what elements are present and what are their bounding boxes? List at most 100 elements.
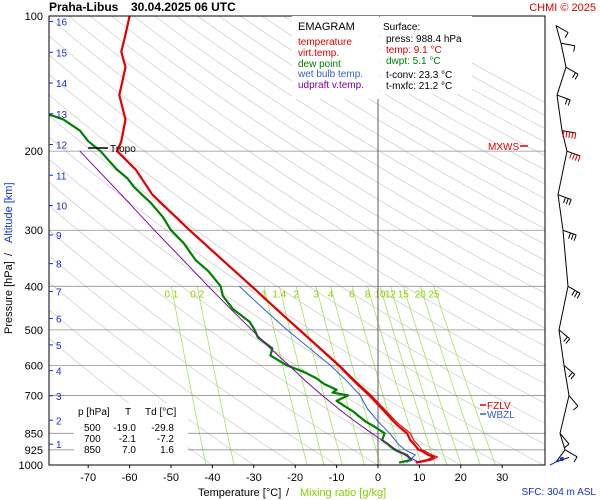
wind-barb-feather — [565, 198, 569, 205]
wind-profile-segment — [559, 433, 566, 450]
wind-profile-segment — [555, 449, 566, 463]
temperature-tick-label: 30 — [496, 472, 508, 484]
series-layer — [49, 16, 439, 464]
ylabel-sep: / — [3, 252, 15, 256]
wind-barb-feather — [573, 405, 579, 411]
wind-barb-feather — [565, 131, 568, 138]
altitude-tick-label: 9 — [56, 231, 62, 242]
wind-barb-feather — [572, 72, 576, 79]
wind-barb-staff — [559, 432, 570, 445]
wind-barb-feather — [568, 232, 571, 239]
dry-adiabat-line — [49, 35, 545, 366]
pressure-tick-label: 400 — [25, 281, 43, 293]
table-row-500-p: 500 — [84, 423, 101, 434]
altitude-tick-label: 14 — [56, 79, 68, 90]
surface-tmxfc: t-mxfc: 21.2 °C — [386, 81, 452, 92]
table-row-500-td: -29.8 — [151, 423, 174, 434]
table-row-700-p: 700 — [84, 434, 101, 445]
legend-temperature: temperature — [298, 37, 352, 48]
mixing-ratio-label: 20 — [415, 289, 427, 300]
surface-temp: temp: 9.1 °C — [386, 45, 442, 56]
surface-box — [380, 16, 472, 94]
legend-updraft: udpraft v.temp. — [298, 80, 364, 91]
temperature-tick-label: 10 — [413, 472, 425, 484]
wind-profile-segment — [555, 25, 562, 44]
pressure-tick-label: 925 — [25, 445, 43, 457]
wind-profile-segment — [559, 395, 570, 434]
wind-barb-staff — [557, 194, 572, 200]
dry-adiabat-line — [240, 16, 545, 199]
wind-barb-staff — [562, 229, 577, 236]
dry-adiabat-line — [49, 16, 545, 347]
mixing-ratio-label: 6 — [349, 289, 355, 300]
datetime-title: 30.04.2025 06 UTC — [131, 0, 236, 14]
wind-barb-feather — [564, 98, 568, 105]
wind-barb-feather — [571, 132, 574, 139]
table-row-850-p: 850 — [84, 445, 101, 456]
surface-press: press: 988.4 hPa — [386, 34, 462, 45]
surface-tconv: t-conv: 23.3 °C — [386, 70, 452, 81]
wind-barb-staff — [558, 329, 571, 340]
altitude-tick-label: 4 — [56, 367, 62, 378]
mxws-label: MXWS — [488, 142, 519, 153]
wind-barb-feather — [572, 153, 575, 160]
altitude-tick-label: 1 — [56, 440, 62, 451]
wind-barb-staff — [563, 365, 576, 375]
dry-adiabat-line — [49, 54, 545, 385]
dry-adiabat-line — [175, 16, 545, 245]
pressure-tick-label: 600 — [25, 360, 43, 372]
pressure-tick-label: 300 — [25, 225, 43, 237]
wind-barb-feather — [564, 443, 570, 449]
wind-barb-staff — [566, 150, 581, 157]
wind-barb-feather — [570, 233, 574, 240]
mixing-ratio-label: 0.1 — [164, 289, 178, 300]
table-row-850-t: 7.0 — [122, 445, 136, 456]
temperature-tick-label: 20 — [455, 472, 467, 484]
wind-profile-segment — [562, 230, 569, 287]
surface-wind-barb — [549, 458, 563, 466]
dry-adiabat-line — [49, 94, 545, 424]
tropopause-label: Tropo — [110, 144, 136, 155]
surface-wind-dot — [560, 457, 564, 461]
wind-profile-segment — [557, 194, 564, 231]
wind-barb-feather — [570, 374, 576, 380]
dry-adiabat-line — [197, 16, 545, 230]
xlabel-temperature: Temperature [°C] — [198, 487, 281, 499]
wind-barb-feather — [576, 293, 581, 299]
surface-title: Surface: — [383, 22, 420, 33]
wind-barb-feather — [568, 131, 571, 138]
dry-adiabat-line — [218, 16, 545, 214]
dry-adiabat-line — [89, 16, 545, 311]
mixing-ratio-label: 1.4 — [272, 289, 286, 300]
grid-layer: 0.1 0.2 1 1.4 2 3 4 6 8 10 12 15 20 25 — [49, 16, 545, 465]
wind-barb-feather — [574, 154, 578, 161]
series-virt-temp-line — [116, 150, 439, 464]
series-wet-bulb-temp-line — [238, 285, 416, 463]
wind-barb-feather — [574, 132, 577, 140]
wind-profile-segment — [561, 130, 568, 152]
wind-profile-segment — [560, 43, 567, 68]
table-header-p: p [hPa] — [78, 407, 110, 418]
xlabel-sep: / — [286, 487, 290, 499]
ylabel-altitude: Altitude [km] — [3, 182, 15, 243]
altitude-tick-label: 11 — [56, 171, 67, 182]
table-row-700-td: -7.2 — [157, 434, 175, 445]
wind-profile-segment — [558, 286, 569, 330]
mixing-ratio-label: 15 — [398, 289, 410, 300]
wind-barb-staff — [561, 130, 576, 134]
wind-profile-segment — [558, 329, 565, 366]
series-udpraft-v-temp-line — [79, 150, 420, 464]
mixing-ratio-label: 12 — [385, 289, 397, 300]
dry-adiabat-line — [154, 16, 545, 261]
wind-barb-feather — [569, 152, 573, 159]
legend-title: EMAGRAM — [298, 21, 355, 33]
wind-barb-feather — [565, 338, 571, 344]
wind-barb-feather — [573, 456, 578, 463]
pressure-tick-label: 500 — [25, 325, 43, 337]
wind-profile-segment — [556, 94, 563, 131]
dry-adiabat-line — [49, 74, 545, 404]
wind-barb-staff — [567, 285, 581, 294]
wind-barb-feather — [568, 372, 573, 378]
fzlv-label: FZLV — [487, 401, 511, 412]
